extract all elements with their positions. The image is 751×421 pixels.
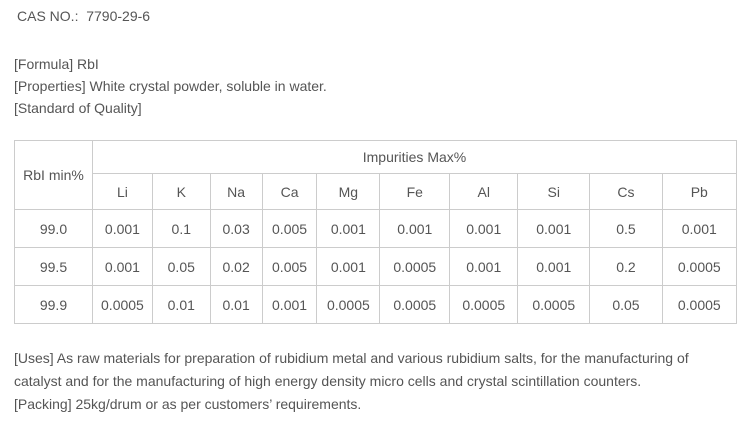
purity-cell: 99.5 — [14, 247, 93, 286]
element-header-li: Li — [91, 173, 153, 210]
value-cell-mg: 0.001 — [316, 209, 381, 248]
cas-number-line: CAS NO.: 7790-29-6 — [17, 8, 151, 24]
packing-line: [Packing] 25kg/drum or as per customers’… — [14, 396, 362, 412]
value-cell-al: 0.001 — [449, 247, 519, 286]
impurities-max-header-cell: Impurities Max% — [91, 140, 738, 174]
value-cell-pb: 0.0005 — [661, 247, 738, 286]
value-cell-si: 0.001 — [517, 209, 591, 248]
value-cell-si: 0.0005 — [517, 285, 591, 324]
value-cell-cs: 0.05 — [589, 285, 663, 324]
rbi-min-header-cell: RbI min% — [14, 140, 93, 210]
value-cell-li: 0.001 — [91, 209, 153, 248]
element-header-pb: Pb — [661, 173, 738, 210]
value-cell-li: 0.001 — [91, 247, 153, 286]
value-cell-mg: 0.0005 — [316, 285, 381, 324]
product-details: [Formula] RbI [Properties] White crystal… — [14, 53, 737, 119]
formula-line: [Formula] RbI — [14, 56, 99, 72]
uses-line-2: catalyst and for the manufacturing of hi… — [14, 373, 642, 389]
element-header-ca: Ca — [261, 173, 318, 210]
table-header-row-top: RbI min% Impurities Max% — [14, 140, 738, 210]
element-header-k: K — [151, 173, 211, 210]
value-cell-li: 0.0005 — [91, 285, 153, 324]
value-cell-na: 0.02 — [209, 247, 263, 286]
value-cell-ca: 0.005 — [261, 209, 318, 248]
value-cell-si: 0.001 — [517, 247, 591, 286]
value-cell-k: 0.01 — [151, 285, 211, 324]
standard-of-quality-line: [Standard of Quality] — [14, 100, 142, 116]
value-cell-k: 0.1 — [151, 209, 211, 248]
quality-standard-table: RbI min% Impurities Max% Li K Na Ca Mg Fe Al Si… — [14, 140, 738, 324]
properties-line: [Properties] White crystal powder, solub… — [14, 78, 327, 94]
table-row-purity-99.5: 99.5 0.001 0.05 0.02 0.005 0.001 0.0005 0.001 0.… — [14, 247, 738, 286]
value-cell-fe: 0.0005 — [379, 285, 451, 324]
value-cell-ca: 0.001 — [261, 285, 318, 324]
purity-cell: 99.0 — [14, 209, 93, 248]
value-cell-fe: 0.0005 — [379, 247, 451, 286]
table-row-purity-99.0: 99.0 0.001 0.1 0.03 0.005 0.001 0.001 0.001 0.00… — [14, 209, 738, 248]
value-cell-ca: 0.005 — [261, 247, 318, 286]
value-cell-al: 0.0005 — [449, 285, 519, 324]
element-header-si: Si — [517, 173, 591, 210]
element-header-cs: Cs — [589, 173, 663, 210]
table-header-row-elements: Li K Na Ca Mg Fe Al Si Cs Pb — [15, 173, 738, 210]
element-header-fe: Fe — [379, 173, 451, 210]
value-cell-na: 0.03 — [209, 209, 263, 248]
value-cell-al: 0.001 — [449, 209, 519, 248]
value-cell-mg: 0.001 — [316, 247, 381, 286]
value-cell-pb: 0.0005 — [661, 285, 738, 324]
table-row-purity-99.9: 99.9 0.0005 0.01 0.01 0.001 0.0005 0.0005 0.000… — [14, 285, 738, 324]
value-cell-pb: 0.001 — [661, 209, 738, 248]
uses-line-1: [Uses] As raw materials for preparation … — [14, 350, 689, 366]
value-cell-cs: 0.2 — [589, 247, 663, 286]
purity-cell: 99.9 — [14, 285, 93, 324]
value-cell-fe: 0.001 — [379, 209, 451, 248]
footer-notes: [Uses] As raw materials for preparation … — [14, 347, 737, 416]
value-cell-na: 0.01 — [209, 285, 263, 324]
element-header-mg: Mg — [316, 173, 381, 210]
element-header-na: Na — [209, 173, 263, 210]
value-cell-k: 0.05 — [151, 247, 211, 286]
element-header-al: Al — [449, 173, 519, 210]
value-cell-cs: 0.5 — [589, 209, 663, 248]
